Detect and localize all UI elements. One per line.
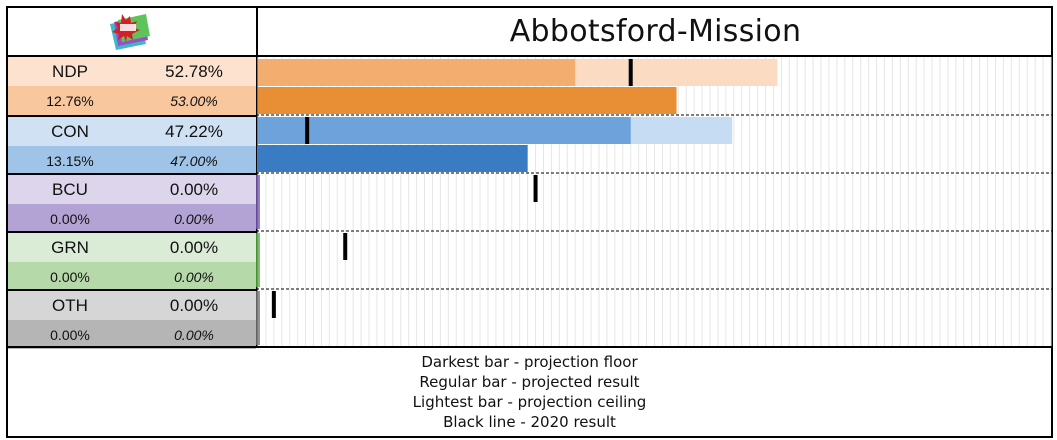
result-2020-line-grn <box>343 233 348 260</box>
margin-value: 0.00% <box>50 268 90 285</box>
footer-divider <box>6 346 1053 348</box>
maple-leaf-logo-icon <box>110 14 150 50</box>
margin-value: 0.00% <box>50 326 90 343</box>
top-result-bar-con <box>258 117 631 144</box>
party-row-top: NDP 52.78% <box>8 57 256 86</box>
legend-floor-text: Darkest bar - projection floor <box>421 353 638 371</box>
party-row-top: CON 47.22% <box>8 117 256 146</box>
result-bar-con <box>258 145 528 172</box>
result-2020-line-ndp <box>628 59 633 86</box>
previous-share: 0.00% <box>174 210 214 227</box>
party-row-top: BCU 0.00% <box>8 175 256 204</box>
legend: Darkest bar - projection floor Regular b… <box>6 348 1053 436</box>
projected-share: 0.00% <box>169 179 219 199</box>
title-cell: Abbotsford-Mission <box>256 6 1053 56</box>
party-row-top: OTH 0.00% <box>8 291 256 320</box>
projected-share: 0.00% <box>169 295 219 315</box>
party-row-bottom: 0.00% 0.00% <box>8 204 256 233</box>
party-block-bcu: BCU 0.00% 0.00% 0.00% <box>8 173 256 233</box>
party-name: BCU <box>52 179 88 199</box>
previous-share: 47.00% <box>170 152 218 169</box>
party-name: CON <box>51 121 89 141</box>
result-2020-line-oth <box>271 291 276 318</box>
stub-grn <box>256 233 260 287</box>
top-result-bar-ndp <box>258 59 576 86</box>
party-name: NDP <box>52 61 88 81</box>
party-block-ndp: NDP 52.78% 12.76% 53.00% <box>8 57 256 115</box>
header-divider <box>6 55 1053 57</box>
margin-value: 13.15% <box>46 152 94 169</box>
party-block-grn: GRN 0.00% 0.00% 0.00% <box>8 231 256 291</box>
margin-value: 0.00% <box>50 210 90 227</box>
party-row-top: GRN 0.00% <box>8 233 256 262</box>
party-row-bottom: 13.15% 47.00% <box>8 146 256 175</box>
party-row-bottom: 0.00% 0.00% <box>8 262 256 291</box>
result-2020-line-bcu <box>533 175 538 202</box>
previous-share: 53.00% <box>170 92 218 109</box>
party-name: OTH <box>52 295 88 315</box>
party-row-bottom: 0.00% 0.00% <box>8 320 256 349</box>
legend-result-text: Regular bar - projected result <box>419 373 640 391</box>
projected-share: 47.22% <box>165 121 223 141</box>
party-block-oth: OTH 0.00% 0.00% 0.00% <box>8 289 256 349</box>
legend-ceiling-text: Lightest bar - projection ceiling <box>412 393 647 411</box>
projected-share: 52.78% <box>165 61 223 81</box>
previous-share: 0.00% <box>174 326 214 343</box>
result-bar-ndp <box>258 87 677 114</box>
party-name: GRN <box>51 237 89 257</box>
party-row-bottom: 12.76% 53.00% <box>8 86 256 115</box>
projection-chart <box>256 57 1053 346</box>
party-block-con: CON 47.22% 13.15% 47.00% <box>8 115 256 175</box>
stub-oth <box>256 291 260 345</box>
previous-share: 0.00% <box>174 268 214 285</box>
chart-title: Abbotsford-Mission <box>509 13 802 49</box>
margin-value: 12.76% <box>46 92 94 109</box>
stub-bcu <box>256 175 260 229</box>
result-2020-line-con <box>305 117 310 144</box>
legend-2020-text: Black line - 2020 result <box>443 413 616 431</box>
projected-share: 0.00% <box>169 237 219 257</box>
